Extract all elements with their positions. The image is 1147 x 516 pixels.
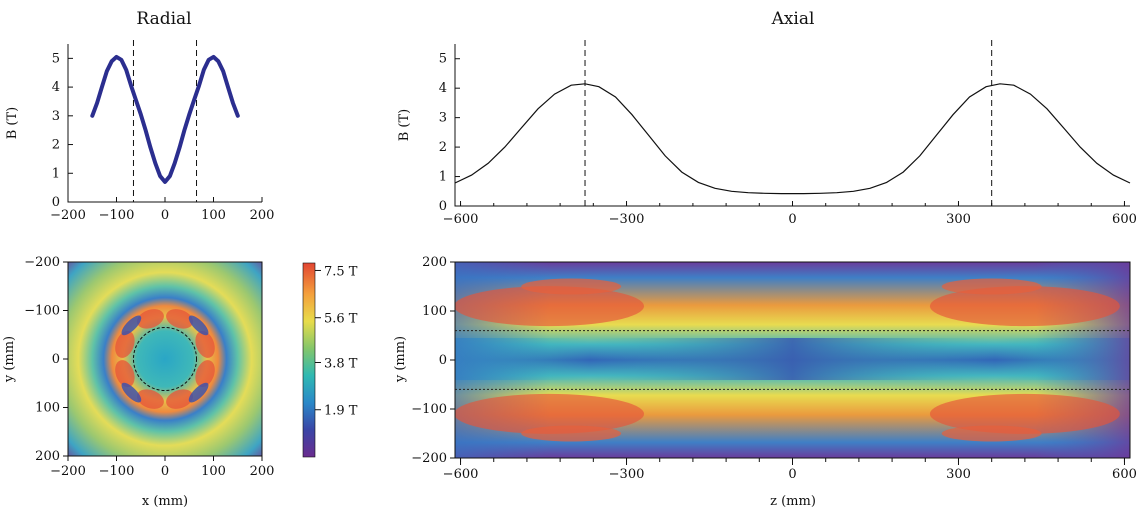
hot-lobe bbox=[166, 309, 194, 329]
x-tick-label: 0 bbox=[788, 212, 796, 227]
radial-profile-plot: −200 −100 0 100 200 0 1 2 3 4 5 B (T) bbox=[5, 40, 274, 223]
x-tick-label: 0 bbox=[161, 464, 169, 479]
cold-notch bbox=[188, 382, 209, 403]
y-tick-label: 1 bbox=[52, 166, 60, 181]
y-tick-label: 100 bbox=[35, 401, 60, 416]
y-tick-label: 100 bbox=[422, 304, 447, 319]
x-tick-label: 0 bbox=[161, 208, 169, 223]
x-tick-label: 600 bbox=[1112, 212, 1137, 227]
y-tick-label: 5 bbox=[52, 51, 60, 66]
hot-lobe bbox=[136, 309, 164, 329]
colorbar-label: 3.8 T bbox=[324, 356, 358, 371]
hot-region bbox=[455, 286, 645, 327]
hot-lobe bbox=[115, 330, 135, 358]
y-tick-label: 0 bbox=[439, 353, 447, 368]
x-tick-label: 300 bbox=[946, 212, 971, 227]
hot-region bbox=[929, 393, 1120, 434]
y-tick-label: 4 bbox=[439, 81, 447, 96]
y-tick-label: 200 bbox=[422, 255, 447, 270]
hot-lobe bbox=[115, 360, 135, 388]
axial-field-map: −600 −300 0 300 600 200 100 0 −100 −200 z (mm) y … bbox=[393, 255, 1137, 509]
colorbar-label: 7.5 T bbox=[324, 264, 358, 279]
y-tick-label: −200 bbox=[411, 451, 447, 466]
coil-end-spot bbox=[521, 278, 622, 295]
x-tick-label: −200 bbox=[50, 464, 86, 479]
y-tick-label: 0 bbox=[52, 195, 60, 210]
axial-profile-line bbox=[454, 83, 1131, 195]
radial-map-bore-circle bbox=[132, 326, 198, 392]
radial-profile-axes bbox=[67, 44, 262, 203]
y-tick-label: 4 bbox=[52, 80, 60, 95]
y-tick-label: 3 bbox=[439, 111, 447, 126]
axial-map-xlabel: z (mm) bbox=[770, 494, 816, 509]
x-tick-label: 0 bbox=[788, 467, 796, 482]
colorbar-label: 1.9 T bbox=[324, 404, 358, 419]
x-tick-label: −600 bbox=[443, 212, 479, 227]
axial-map-ylabel: y (mm) bbox=[393, 336, 408, 383]
coil-end-spot bbox=[941, 278, 1042, 295]
hot-lobe bbox=[195, 330, 215, 358]
y-tick-label: 0 bbox=[439, 199, 447, 214]
radial-title: Radial bbox=[136, 9, 191, 29]
x-tick-label: 200 bbox=[250, 464, 275, 479]
x-tick-label: −300 bbox=[609, 467, 645, 482]
colorbar: 7.5 T 5.6 T 3.8 T 1.9 T bbox=[302, 262, 358, 458]
hot-lobe bbox=[195, 360, 215, 388]
radial-map-xlabel: x (mm) bbox=[142, 494, 188, 509]
x-tick-label: −100 bbox=[99, 208, 135, 223]
colorbar-gradient bbox=[302, 262, 316, 458]
y-tick-label: 0 bbox=[52, 352, 60, 367]
radial-map-ylabel: y (mm) bbox=[2, 336, 17, 383]
radial-profile-line bbox=[90, 54, 240, 184]
x-tick-label: 100 bbox=[201, 208, 226, 223]
cold-notch bbox=[121, 382, 142, 403]
cold-notch bbox=[121, 315, 142, 336]
y-tick-label: 3 bbox=[52, 109, 60, 124]
x-tick-label: −600 bbox=[443, 467, 479, 482]
hot-lobe bbox=[166, 389, 194, 409]
hot-region bbox=[929, 286, 1120, 327]
y-tick-label: 200 bbox=[35, 449, 60, 464]
axial-profile-axes bbox=[454, 44, 1130, 207]
y-tick-label: 5 bbox=[439, 52, 447, 67]
x-tick-label: 300 bbox=[946, 467, 971, 482]
colorbar-label: 5.6 T bbox=[324, 312, 358, 327]
coil-end-spot bbox=[521, 425, 622, 442]
radial-profile-ylabel: B (T) bbox=[5, 107, 20, 140]
hot-lobe bbox=[136, 389, 164, 409]
y-tick-label: 2 bbox=[439, 140, 447, 155]
hot-region bbox=[455, 393, 645, 434]
axial-title: Axial bbox=[771, 9, 815, 29]
radial-map-image bbox=[68, 262, 262, 456]
y-tick-label: −200 bbox=[24, 255, 60, 270]
y-tick-label: 1 bbox=[439, 170, 447, 185]
x-tick-label: 200 bbox=[250, 208, 275, 223]
y-tick-label: −100 bbox=[411, 402, 447, 417]
axial-profile-ylabel: B (T) bbox=[397, 109, 412, 142]
x-tick-label: −300 bbox=[609, 212, 645, 227]
coil-end-spot bbox=[941, 425, 1042, 442]
y-tick-label: 2 bbox=[52, 138, 60, 153]
y-tick-label: −100 bbox=[24, 304, 60, 319]
x-tick-label: −100 bbox=[99, 464, 135, 479]
axial-profile-plot: −600 −300 0 300 600 0 1 2 3 4 5 B (T) bbox=[397, 40, 1137, 227]
cold-notch bbox=[188, 315, 209, 336]
x-tick-label: 100 bbox=[201, 464, 226, 479]
x-tick-label: −200 bbox=[50, 208, 86, 223]
x-tick-label: 600 bbox=[1112, 467, 1137, 482]
